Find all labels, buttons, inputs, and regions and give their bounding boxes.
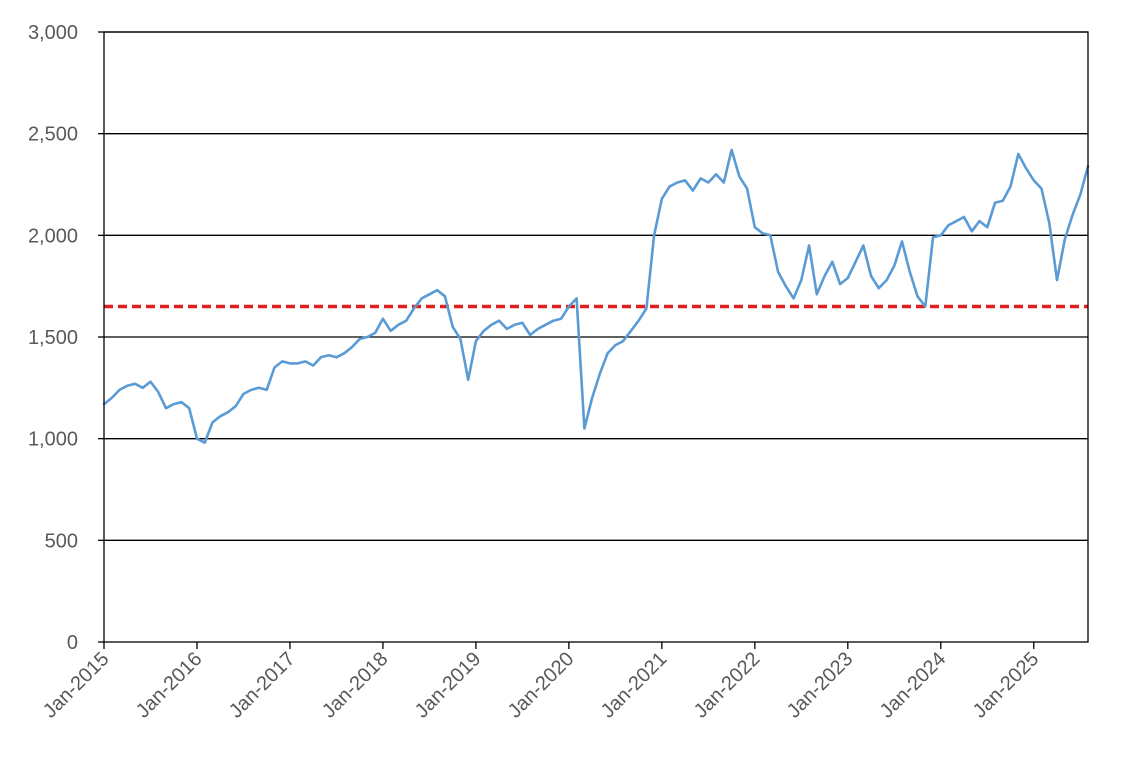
x-tick-label: Jan-2022 — [690, 648, 765, 723]
y-tick-label: 1,500 — [28, 327, 78, 349]
series-line-0 — [104, 150, 1088, 443]
x-tick-label: Jan-2025 — [969, 648, 1044, 723]
y-tick-label: 3,000 — [28, 22, 78, 44]
axes — [98, 32, 1088, 649]
series-layer — [104, 150, 1088, 443]
y-tick-label: 0 — [67, 632, 78, 654]
x-tick-label: Jan-2020 — [504, 648, 579, 723]
x-tick-label: Jan-2019 — [411, 648, 486, 723]
x-tick-label: Jan-2016 — [132, 648, 207, 723]
y-tick-label: 1,000 — [28, 429, 78, 451]
x-tick-label: Jan-2023 — [783, 648, 858, 723]
x-tick-label: Jan-2024 — [876, 648, 951, 723]
y-tick-label: 2,500 — [28, 124, 78, 146]
y-tick-label: 2,000 — [28, 225, 78, 247]
gridlines — [104, 32, 1088, 540]
x-tick-label: Jan-2017 — [225, 648, 300, 723]
x-tick-label: Jan-2021 — [597, 648, 672, 723]
y-tick-label: 500 — [45, 530, 78, 552]
x-tick-label: Jan-2015 — [39, 648, 114, 723]
y-axis-tick-labels: 0 500 1,000 1,500 2,000 2,500 3,000 — [28, 22, 78, 654]
x-tick-label: Jan-2018 — [318, 648, 393, 723]
